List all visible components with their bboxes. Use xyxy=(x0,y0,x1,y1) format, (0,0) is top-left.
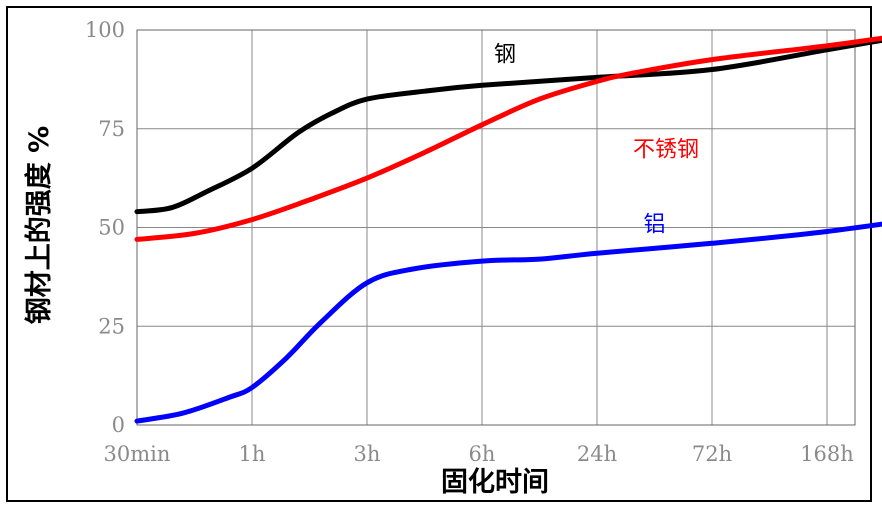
series-line-stainless-steel xyxy=(134,35,882,242)
series-label-steel: 钢 xyxy=(494,43,516,68)
series-label-aluminum: 铝 xyxy=(643,212,665,237)
x-axis-title: 固化时间 xyxy=(441,467,549,498)
x-tick-label: 1h xyxy=(239,442,266,466)
x-tick-label: 24h xyxy=(577,442,617,466)
x-tick-label: 30min xyxy=(104,442,171,466)
y-tick-label: 0 xyxy=(112,413,125,437)
y-tick-label: 100 xyxy=(85,18,125,42)
x-tick-label: 168h xyxy=(800,442,854,466)
x-tick-label: 72h xyxy=(692,442,732,466)
series-label-stainless-steel: 不锈钢 xyxy=(633,137,699,162)
y-axis-title: 钢材上的强度 % xyxy=(23,126,55,324)
y-tick-label: 25 xyxy=(98,314,125,338)
tick-labels: 0 25 50 75 100 30min 1h 3h 6h 24h 72h 168h xyxy=(85,18,854,466)
series-line-steel xyxy=(134,37,882,215)
series-lines xyxy=(134,35,882,424)
y-tick-label: 75 xyxy=(98,117,125,141)
x-tick-label: 6h xyxy=(469,442,496,466)
series-line-aluminum xyxy=(134,221,882,424)
grid xyxy=(136,29,856,426)
y-tick-label: 50 xyxy=(98,216,125,240)
x-tick-label: 3h xyxy=(354,442,381,466)
